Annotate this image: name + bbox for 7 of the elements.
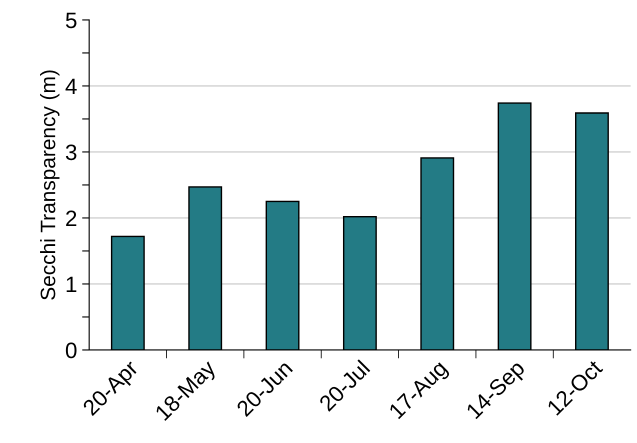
y-tick-label: 2 <box>66 210 76 226</box>
y-tick-label: 3 <box>66 144 76 160</box>
y-tick-label: 4 <box>66 78 77 94</box>
y-tick-label: 0 <box>66 342 77 358</box>
y-axis-title: Secchi Transparency (m) <box>40 70 60 300</box>
y-tick-label: 5 <box>66 12 76 28</box>
y-tick-label: 1 <box>66 276 76 292</box>
